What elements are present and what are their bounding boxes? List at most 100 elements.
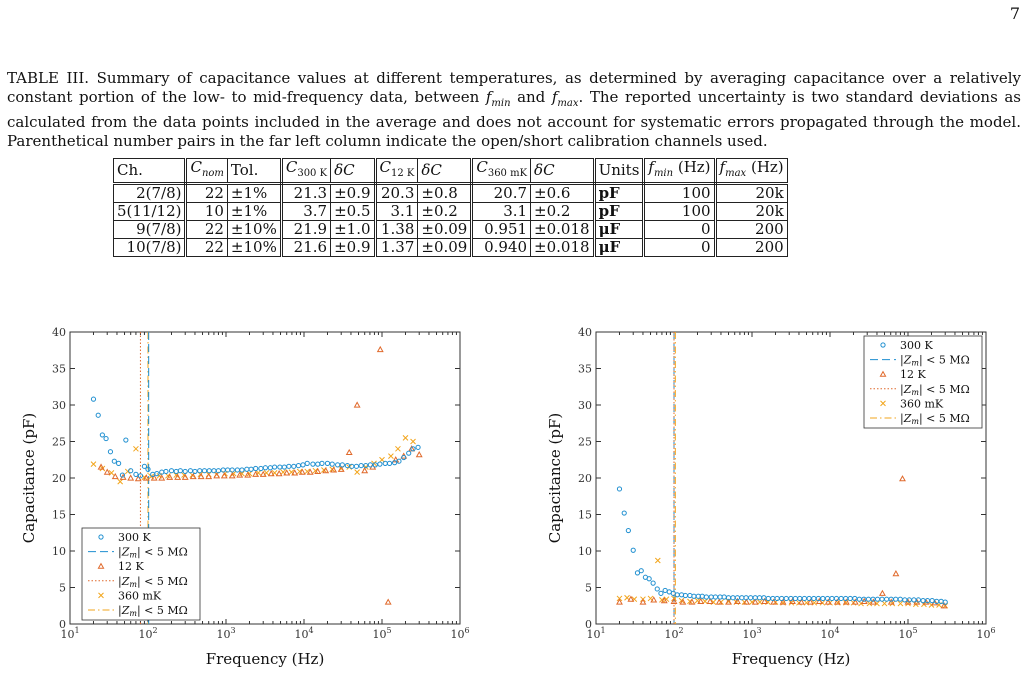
data-point-300k: [847, 595, 853, 602]
data-point-12k: [181, 473, 189, 480]
y-tick-label: 25: [52, 436, 66, 449]
data-point-360mk: [897, 600, 904, 607]
data-point-12k: [733, 597, 741, 604]
x-tick-label: 106: [450, 626, 469, 641]
y-tick-label: 10: [578, 545, 592, 558]
data-point-300k: [128, 468, 134, 474]
data-point-12k: [869, 598, 877, 605]
table-cell: 20.7: [471, 183, 532, 203]
data-point-300k: [739, 595, 745, 601]
data-point-300k: [304, 460, 310, 466]
y-tick-label: 0: [59, 618, 66, 631]
data-point-300k: [215, 468, 222, 474]
data-point-12k: [878, 589, 886, 596]
table-header-cell: δC: [417, 158, 474, 185]
y-tick-label: 40: [52, 326, 66, 339]
data-point-360mk: [402, 434, 409, 441]
table-cell: ±10%: [226, 220, 283, 239]
data-point-12k: [679, 598, 687, 605]
y-tick-label: 0: [585, 618, 592, 631]
data-point-12k: [887, 598, 895, 605]
table-row: 10(7/8) 22 ±10% 21.6 ±0.9 1.37 ±0.09 0.940 ±0.01…: [112, 238, 788, 257]
data-point-360mk: [304, 468, 311, 475]
data-point-12k: [111, 472, 119, 480]
data-point-300k: [133, 471, 139, 477]
data-point-300k: [658, 590, 664, 596]
table-cell: 1.38: [374, 220, 419, 239]
data-point-360mk: [388, 453, 394, 459]
data-point-12k: [259, 470, 267, 477]
data-point-300k: [717, 594, 723, 600]
table-cell: 20k: [714, 202, 788, 221]
data-point-300k: [902, 597, 908, 603]
data-point-300k: [884, 596, 890, 602]
x-tick-label: 104: [294, 626, 313, 641]
data-point-12k: [322, 467, 330, 474]
data-point-360mk: [90, 461, 97, 467]
table-cell: 21.9: [280, 220, 332, 239]
table-header-cell: fmin (Hz): [643, 158, 717, 185]
data-point-360mk: [880, 400, 886, 407]
data-point-12k: [879, 370, 887, 377]
data-point-300k: [820, 595, 826, 602]
table-header-cell: Tol.: [226, 158, 283, 185]
table-cell: ±0.09: [417, 220, 474, 239]
data-point-300k: [616, 486, 623, 492]
table-cell: 9(7/8): [112, 220, 188, 239]
data-point-12k: [205, 472, 213, 480]
data-point-300k: [99, 432, 105, 438]
table-cell: 200: [714, 220, 788, 239]
data-point-300k: [353, 463, 360, 469]
y-tick-label: 40: [578, 326, 592, 339]
data-point-300k: [239, 467, 245, 473]
data-point-12k: [97, 463, 105, 470]
data-point-12k: [291, 469, 299, 476]
data-point-300k: [801, 595, 808, 602]
legend-label: 12 K: [900, 368, 926, 381]
table-header-cell: C360 mK: [471, 158, 532, 185]
legend-label: 300 K: [900, 339, 933, 352]
y-tick-label: 25: [578, 436, 592, 449]
data-point-300k: [319, 460, 325, 466]
legend-label: |Zm| < 5 MΩ: [900, 383, 970, 397]
legend-label: |Zm| < 5 MΩ: [118, 546, 188, 560]
data-point-300k: [630, 547, 636, 553]
data-point-300k: [765, 595, 771, 602]
data-point-300k: [897, 596, 903, 602]
data-point-12k: [236, 471, 244, 478]
data-point-12k: [97, 562, 105, 569]
data-point-12k: [298, 468, 306, 475]
data-point-300k: [291, 463, 297, 469]
data-point-300k: [687, 592, 693, 599]
table-cell: μF: [593, 238, 646, 257]
table-header-cell: δC: [330, 158, 377, 185]
table-cell: 5(11/12): [112, 202, 188, 221]
data-point-300k: [730, 595, 736, 601]
data-point-300k: [811, 595, 817, 602]
data-point-12k: [892, 570, 900, 577]
table-cell: 22: [185, 238, 228, 257]
data-point-300k: [111, 458, 117, 464]
data-point-12k: [330, 466, 338, 473]
data-point-300k: [748, 595, 754, 601]
table-header-cell: Cnom: [185, 158, 228, 185]
table-cell: 100: [643, 183, 717, 203]
table-cell: 20k: [714, 183, 788, 203]
data-point-300k: [415, 444, 421, 450]
table-cell: 10(7/8): [112, 238, 188, 257]
data-point-300k: [396, 458, 402, 464]
data-point-300k: [310, 461, 316, 467]
x-tick-label: 102: [664, 626, 683, 641]
data-point-300k: [177, 468, 183, 474]
data-point-12k: [134, 475, 142, 482]
table-cell: 0.940: [471, 238, 532, 257]
data-point-300k: [783, 595, 789, 602]
data-point-300k: [386, 460, 393, 466]
data-point-300k: [244, 466, 250, 472]
data-point-12k: [824, 598, 832, 605]
data-point-12k: [127, 474, 135, 481]
x-tick-label: 105: [898, 626, 917, 641]
data-point-300k: [406, 450, 412, 456]
data-point-360mk: [395, 445, 401, 452]
